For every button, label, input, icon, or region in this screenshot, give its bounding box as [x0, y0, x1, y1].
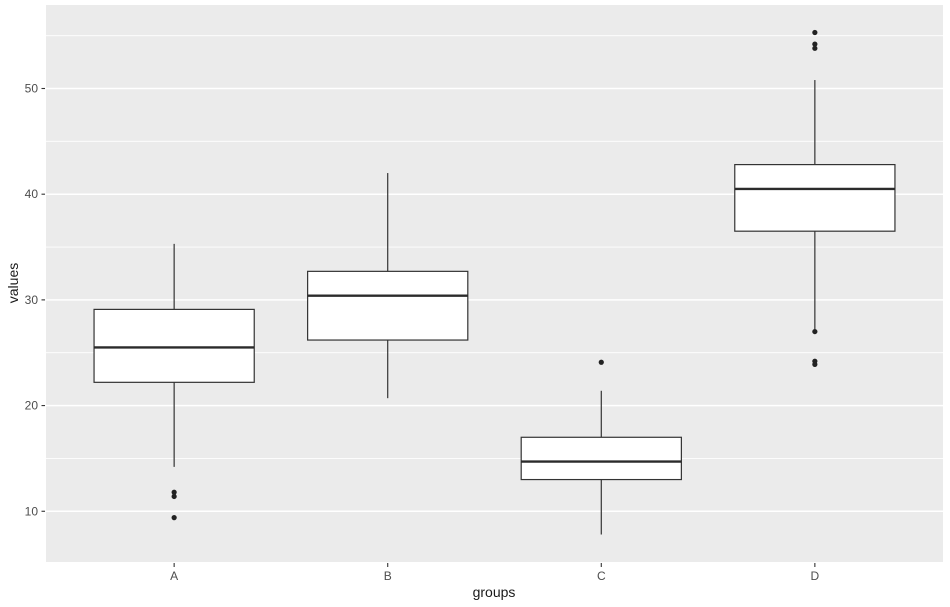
x-axis-title: groups: [472, 584, 516, 600]
x-tick-label: D: [811, 569, 820, 583]
boxplot-D-box: [734, 163, 896, 232]
boxplot-A-outlier-point: [171, 515, 177, 521]
boxplot-B-box: [307, 270, 469, 341]
boxplot-A-box: [93, 308, 255, 383]
chart-panel: [46, 5, 943, 562]
boxplot-D-outlier-point: [812, 41, 818, 47]
y-axis-title: values: [5, 262, 21, 304]
x-tick-label: A: [170, 569, 178, 583]
boxplot-D-outlier-point: [812, 29, 818, 36]
y-tick-label: 40: [25, 187, 39, 201]
y-tick-label: 20: [25, 399, 39, 413]
boxplot-D-outlier-point: [812, 361, 818, 367]
y-tick-label: 30: [25, 293, 39, 307]
boxplot-A-outlier-point: [171, 489, 177, 495]
boxplot-D-outlier-point: [812, 328, 818, 335]
boxplot-C-outlier-point: [598, 359, 604, 365]
boxplot-C-box: [520, 436, 682, 481]
y-tick-label: 10: [25, 504, 39, 518]
boxplot-D-outlier-point: [812, 45, 818, 51]
boxplot-A-outlier-point: [171, 493, 177, 500]
x-tick-label: B: [384, 569, 392, 583]
x-tick-label: C: [597, 569, 606, 583]
y-tick-label: 50: [25, 81, 39, 95]
